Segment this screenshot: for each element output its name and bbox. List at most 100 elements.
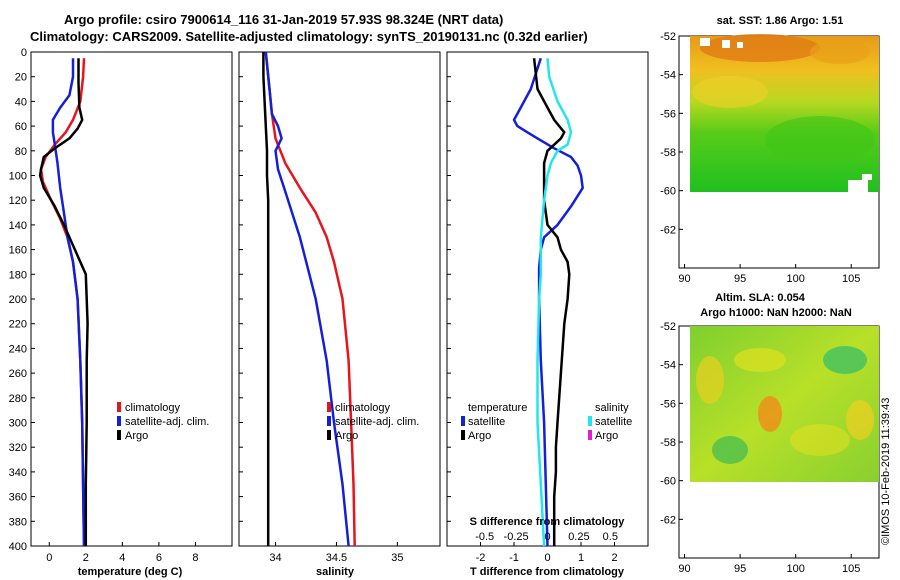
map-x-tick-label: 95 (734, 563, 746, 575)
legend-swatch-climatology (117, 402, 121, 412)
diff-legend-temperature-title: temperature (468, 402, 527, 414)
temperature-series (38, 58, 89, 546)
temperature-x-label: temperature (deg C) (78, 566, 183, 578)
y-tick-label: 380 (9, 516, 27, 528)
map-y-tick-label: -54 (660, 70, 676, 82)
map-y-tick-label: -56 (660, 108, 676, 120)
sst-missing-patch (848, 180, 868, 192)
s-tick-label: -0.25 (504, 531, 529, 543)
sst-missing-patch (700, 38, 710, 46)
y-tick-label: 40 (15, 96, 27, 108)
map-y-tick-label: -62 (660, 224, 676, 236)
legend-swatch-argo (461, 430, 465, 440)
salinity-legend: climatology satellite-adj. clim. Argo (327, 402, 419, 442)
map-x-tick-label: 100 (786, 563, 804, 575)
legend-swatch-argo (117, 430, 121, 440)
sst-map-title: sat. SST: 1.86 Argo: 1.51 (717, 15, 844, 27)
diff-legend-temp-argo: Argo (468, 430, 491, 442)
sla-patch (712, 436, 748, 464)
map-y-tick-label: -62 (660, 514, 676, 526)
y-tick-label: 0 (21, 47, 27, 59)
map-y-tick-label: -58 (660, 437, 676, 449)
y-tick-label: 240 (9, 343, 27, 355)
temperature-x-axis: 0 2 4 6 8 (46, 542, 199, 564)
diff-legend-sal-satellite: satellite (595, 416, 632, 428)
x-tick-label: 6 (156, 552, 162, 564)
legend-swatch-argo (327, 430, 331, 440)
x-tick-label: 8 (192, 552, 198, 564)
map-x-tick-label: 95 (734, 273, 746, 285)
sst-missing-patch (737, 42, 743, 48)
legend-swatch-argo-salinity (588, 430, 592, 440)
y-tick-label: 140 (9, 220, 27, 232)
temp-legend-climatology: climatology (125, 402, 181, 414)
map-y-tick-label: -52 (660, 31, 676, 43)
difference-x-label: T difference from climatology (470, 566, 625, 578)
s-tick-label: -0.5 (475, 531, 494, 543)
y-tick-label: 280 (9, 393, 27, 405)
map-x-tick-label: 100 (786, 273, 804, 285)
legend-swatch-satellite (327, 416, 331, 426)
difference-top-label: S difference from climatology (470, 516, 626, 528)
y-tick-label: 400 (9, 541, 27, 553)
difference-plot-frame (446, 51, 649, 547)
salinity-x-axis: 34 34.5 35 (269, 542, 403, 564)
depth-axis: 0 20 40 60 80 100 120 140 160 180 200 220 240 260 280 3… (9, 47, 35, 553)
y-tick-label: 320 (9, 442, 27, 454)
sla-map-panel: Altim. SLA: 0.054 Argo h1000: NaN h2000:… (660, 292, 880, 575)
temperature-panel: 0204060801001201401601802002202402602803… (9, 47, 233, 578)
x-tick-label: 2 (83, 552, 89, 564)
sst-heatmap (690, 34, 879, 192)
sst-cool-patch (765, 116, 875, 164)
salinity-series (262, 52, 356, 546)
x-tick-label: 34 (269, 552, 281, 564)
x-tick-label: -2 (476, 552, 486, 564)
difference-y-ticks (447, 51, 451, 547)
map-y-tick-label: -56 (660, 398, 676, 410)
y-tick-label: 80 (15, 146, 27, 158)
sal-legend-satellite: satellite-adj. clim. (335, 416, 419, 428)
legend-swatch-satellite (461, 416, 465, 426)
legend-swatch-climatology (327, 402, 331, 412)
sst-map-panel: sat. SST: 1.86 Argo: 1.51 90 95 100 105 -52 -… (660, 15, 880, 285)
map-x-tick-label: 105 (842, 273, 860, 285)
y-tick-label: 20 (15, 72, 27, 84)
map-y-tick-label: -60 (660, 186, 676, 198)
temp-legend-satellite: satellite-adj. clim. (125, 416, 209, 428)
y-tick-label: 200 (9, 294, 27, 306)
sst-mid-patch (692, 76, 768, 108)
series-line-temperature-satellite (512, 57, 584, 546)
difference-series (512, 57, 584, 546)
sla-map-axes: 90 95 100 105 -52 -54 -56 -58 -60 -62 (660, 321, 860, 575)
series-line-climatology (264, 52, 356, 546)
sla-patch (790, 424, 850, 456)
salinity-x-label: salinity (316, 566, 355, 578)
difference-panel: -2 -1 0 1 2 S difference from climatology -0… (446, 51, 649, 578)
x-tick-label: 35 (391, 552, 403, 564)
difference-legend: temperature satellite Argo salinity sate… (461, 402, 632, 442)
sla-patch (846, 400, 874, 440)
y-tick-label: 180 (9, 269, 27, 281)
x-tick-label: 1 (578, 552, 584, 564)
sla-map-title: Altim. SLA: 0.054 (715, 292, 806, 304)
sla-heatmap (690, 326, 879, 482)
series-line-satellite-adj-clim- (264, 52, 350, 546)
temperature-plot-frame (30, 51, 233, 547)
diff-legend-sal-argo: Argo (595, 430, 618, 442)
x-tick-label: 2 (611, 552, 617, 564)
series-line-salinity-satellite (536, 58, 573, 546)
map-y-tick-label: -54 (660, 360, 676, 372)
diff-legend-salinity-title: salinity (595, 402, 629, 414)
sla-patch (696, 356, 724, 404)
sla-patch (734, 348, 786, 372)
x-tick-label: 34.5 (326, 552, 347, 564)
sla-map-subtitle: Argo h1000: NaN h2000: NaN (700, 307, 852, 319)
y-tick-label: 60 (15, 121, 27, 133)
sst-warm-patch (700, 34, 820, 62)
sal-legend-climatology: climatology (335, 402, 391, 414)
temp-legend-argo: Argo (125, 430, 148, 442)
map-y-tick-label: -52 (660, 321, 676, 333)
x-tick-label: 4 (119, 552, 125, 564)
y-tick-label: 220 (9, 319, 27, 331)
s-tick-label: 0.5 (603, 531, 618, 543)
